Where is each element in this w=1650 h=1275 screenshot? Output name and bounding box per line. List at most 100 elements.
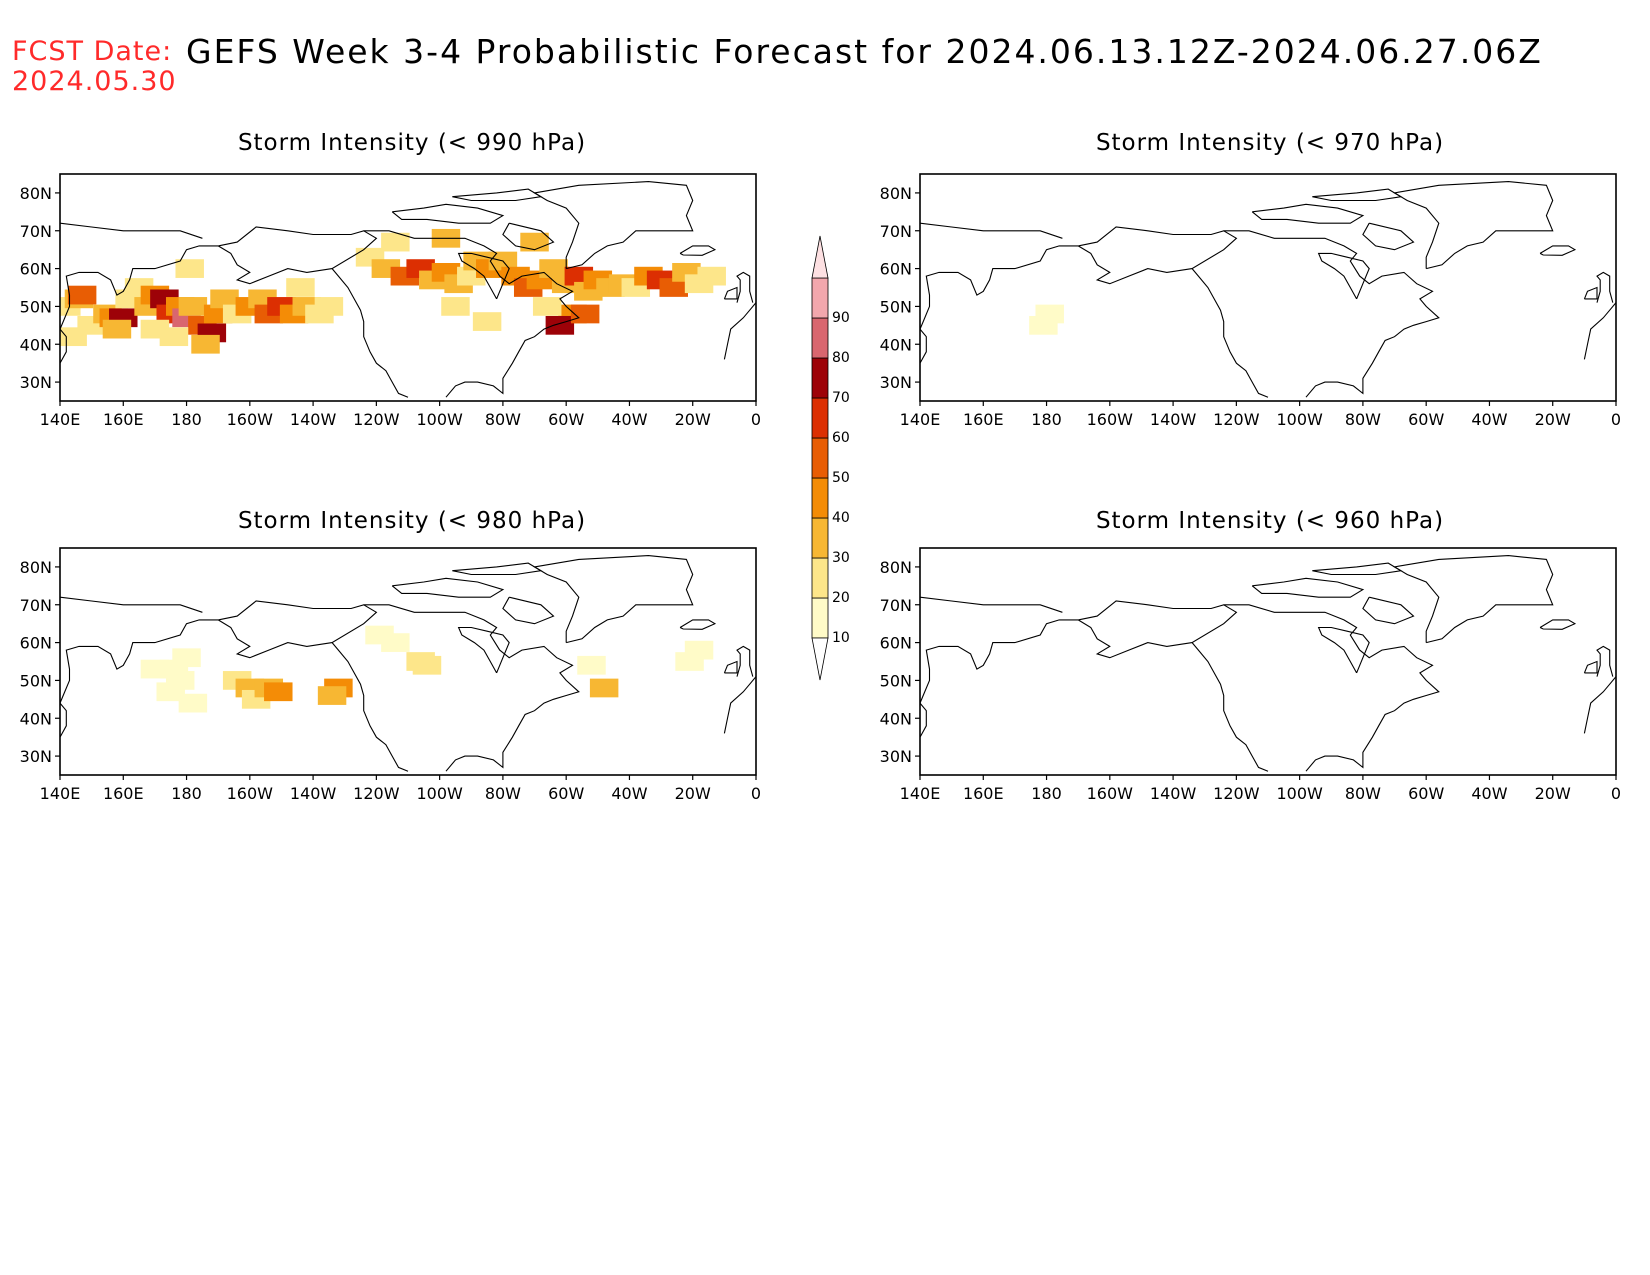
coastline — [1392, 181, 1554, 270]
lon-tick-label: 160E — [103, 784, 144, 803]
lon-tick-label: 140E — [900, 784, 941, 803]
probability-cell — [317, 686, 347, 705]
probability-cell — [412, 655, 442, 675]
coastline — [679, 619, 717, 630]
coastline — [1362, 596, 1415, 625]
coastline — [1223, 230, 1440, 398]
lon-tick-label: 80W — [485, 410, 521, 429]
lat-tick-label: 70N — [880, 222, 912, 241]
lat-tick-label: 70N — [880, 596, 912, 615]
map-panel-p960: 140E 160E 180 160W 140W 120W 100W 80W 60W 40W 20W 0… — [880, 547, 1621, 803]
coastline — [217, 600, 378, 659]
probability-field — [60, 228, 726, 354]
coastlines — [920, 181, 1616, 398]
lon-tick-label: 60W — [1408, 784, 1444, 803]
probability-cell — [532, 297, 562, 316]
coastline — [452, 188, 543, 202]
lon-tick-label: 100W — [416, 410, 463, 429]
lat-tick-label: 50N — [880, 671, 912, 690]
colorbar-segment — [811, 317, 829, 359]
lat-tick-label: 30N — [20, 373, 52, 392]
lon-tick-label: 140E — [40, 410, 81, 429]
panel-title-960: Storm Intensity (< 960 hPa) — [1095, 508, 1445, 534]
coastline — [723, 302, 756, 360]
coastline — [1077, 226, 1238, 285]
lon-tick-label: 160W — [1087, 784, 1134, 803]
lat-tick-label: 30N — [880, 747, 912, 766]
colorbar: 10 20 30 40 50 60 70 80 90 — [811, 235, 850, 681]
probability-cell — [577, 655, 606, 675]
probability-cell — [539, 259, 568, 278]
lon-tick-label: 100W — [1276, 784, 1323, 803]
colorbar-label: 70 — [832, 390, 850, 406]
probability-cell — [441, 297, 470, 316]
coastline — [1596, 271, 1614, 303]
coastline — [60, 222, 203, 239]
probability-cell — [264, 682, 293, 702]
map-frame — [59, 547, 757, 776]
probability-cell — [191, 334, 220, 354]
lon-tick-label: 40W — [611, 410, 647, 429]
probability-cell — [589, 678, 619, 698]
map-panel-p990: 140E 160E 180 160W 140W 120W 100W 80W 60W 40W 20W 0… — [20, 173, 761, 429]
lon-tick-label: 160W — [227, 784, 274, 803]
lon-tick-label: 180 — [1031, 784, 1062, 803]
coastline — [1539, 245, 1577, 256]
coastline — [1583, 286, 1598, 300]
coastline — [331, 642, 409, 772]
coastline — [502, 222, 555, 251]
lon-tick-label: 40W — [1471, 784, 1507, 803]
coastline — [723, 676, 756, 734]
probability-cell — [156, 682, 185, 702]
fcst-date-value: 2024.05.30 — [12, 66, 177, 97]
probability-cell — [172, 648, 201, 668]
coastline — [1317, 252, 1370, 300]
coastline — [723, 286, 738, 300]
lat-tick-label: 80N — [880, 558, 912, 577]
coastline — [1583, 302, 1616, 360]
probability-field — [140, 625, 714, 713]
lon-tick-label: 20W — [1535, 784, 1571, 803]
lon-tick-label: 20W — [675, 410, 711, 429]
lat-tick-label: 60N — [20, 634, 52, 653]
lon-tick-label: 0 — [751, 410, 761, 429]
coastline — [331, 268, 409, 398]
map-frame — [919, 173, 1617, 402]
colorbar-label: 60 — [832, 430, 850, 446]
coastline — [363, 230, 580, 398]
colorbar-segment — [811, 517, 829, 559]
colorbar-max-triangle — [811, 235, 829, 279]
lon-tick-label: 80W — [1345, 784, 1381, 803]
lat-tick-label: 70N — [20, 222, 52, 241]
coastline — [60, 596, 203, 613]
panel-title-980: Storm Intensity (< 980 hPa) — [237, 508, 587, 534]
probability-cell — [175, 259, 204, 278]
probability-cell — [210, 289, 239, 309]
lon-tick-label: 140W — [290, 784, 337, 803]
colorbar-segment — [811, 557, 829, 599]
lat-tick-label: 30N — [880, 373, 912, 392]
panel-title-990: Storm Intensity (< 990 hPa) — [237, 130, 587, 156]
coastline — [1317, 626, 1370, 674]
colorbar-label: 90 — [832, 310, 850, 326]
probability-cell — [140, 319, 170, 339]
lat-tick-label: 60N — [880, 634, 912, 653]
coastline — [1312, 188, 1403, 202]
lon-tick-label: 180 — [171, 410, 202, 429]
colorbar-segment — [811, 597, 829, 639]
coastline — [1251, 203, 1365, 224]
coastline — [532, 181, 694, 270]
probability-cell — [659, 278, 688, 297]
map-frame — [919, 547, 1617, 776]
lon-tick-label: 100W — [416, 784, 463, 803]
coastline — [679, 245, 717, 256]
coastline — [1596, 645, 1614, 677]
lat-tick-label: 40N — [20, 709, 52, 728]
map-panel-p970: 140E 160E 180 160W 140W 120W 100W 80W 60W 40W 20W 0… — [880, 173, 1621, 429]
lat-tick-label: 60N — [20, 260, 52, 279]
lat-tick-label: 80N — [20, 184, 52, 203]
colorbar-label: 50 — [832, 470, 850, 486]
probability-cell — [1029, 315, 1058, 335]
colorbar-label: 80 — [832, 350, 850, 366]
